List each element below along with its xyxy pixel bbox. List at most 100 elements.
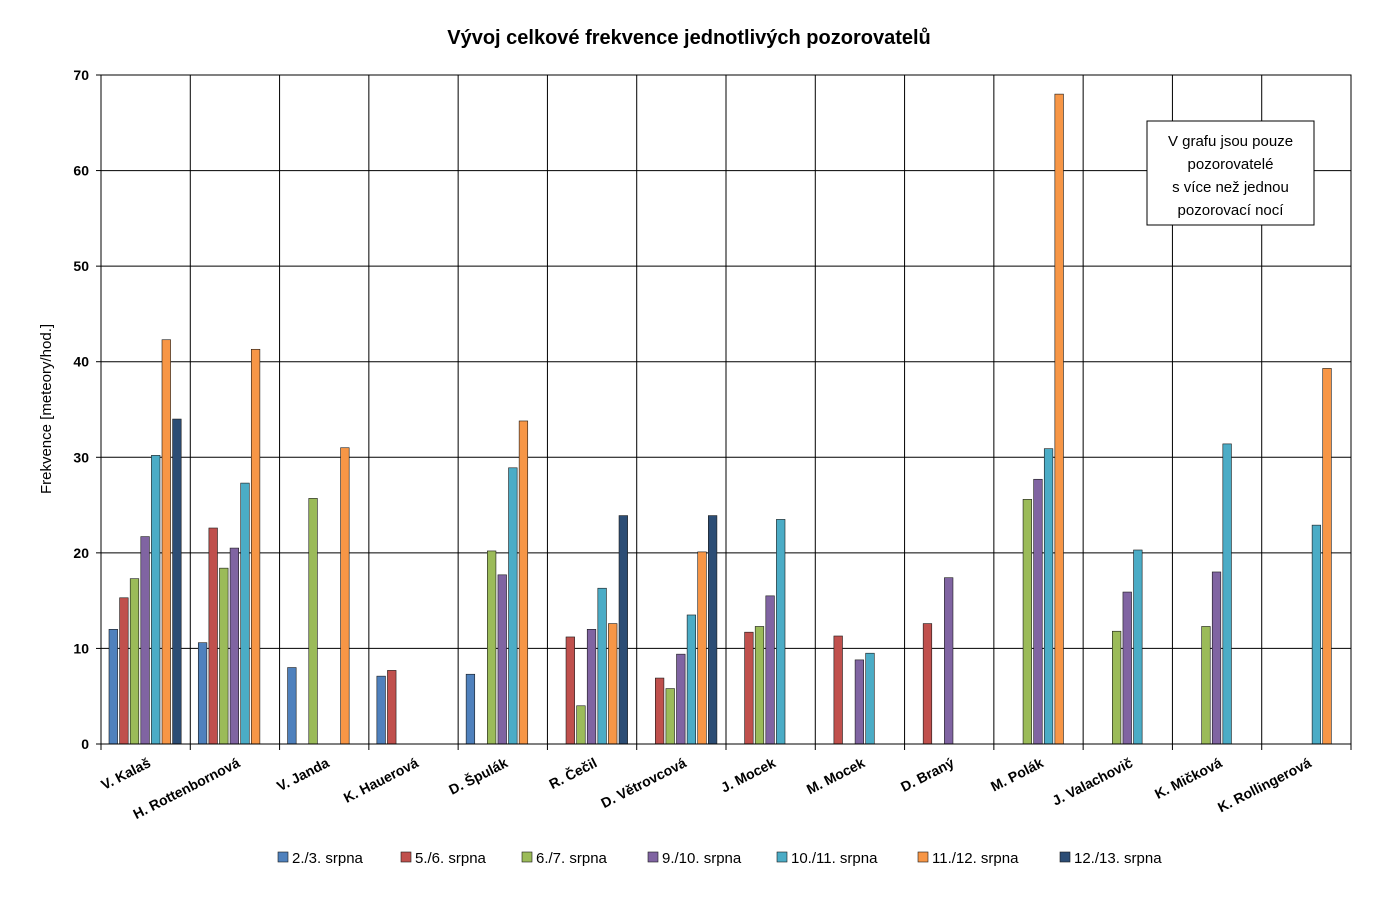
x-tick-label: J. Mocek — [718, 754, 778, 795]
bar — [1122, 591, 1132, 745]
chart-title: Vývoj celkové frekvence jednotlivých poz… — [447, 27, 931, 49]
legend-label: 9./10. srpna — [662, 850, 742, 867]
y-tick-label: 60 — [73, 163, 89, 179]
note-frame — [1146, 120, 1315, 226]
x-tick-label: K. Mičková — [1152, 754, 1225, 802]
legend-swatch — [400, 851, 412, 863]
note-line: pozorovací nocí — [1178, 202, 1285, 219]
bar — [240, 482, 250, 745]
x-tick-label: J. Valachovič — [1050, 754, 1136, 808]
legend-label: 10./11. srpna — [791, 850, 878, 867]
bar — [1043, 448, 1054, 745]
legend-swatch — [1059, 851, 1071, 863]
bar — [776, 519, 786, 745]
bar — [686, 614, 697, 745]
legend-label: 2./3. srpna — [292, 850, 364, 867]
bar — [765, 595, 775, 745]
bar — [129, 578, 140, 745]
y-tick-label: 70 — [73, 67, 89, 83]
legend-label: 11./12. srpna — [932, 850, 1019, 867]
bar — [487, 550, 497, 745]
bar — [1054, 93, 1064, 745]
legend-swatch — [776, 851, 788, 863]
note-box: V grafu jsou pouze pozorovatelé s více než… — [1146, 120, 1315, 226]
x-tick-label: M. Mocek — [804, 754, 868, 797]
bar — [708, 515, 718, 745]
y-tick-label: 50 — [73, 258, 89, 274]
bar — [754, 626, 765, 745]
x-tick-label: V. Janda — [274, 754, 332, 794]
bar — [219, 567, 229, 745]
bar — [340, 447, 350, 745]
bar — [1033, 478, 1043, 745]
bar — [465, 673, 476, 745]
bar — [1211, 571, 1222, 745]
legend: 2./3. srpna 5./6. srpna 6./7. srpna 9./10. … — [277, 850, 1162, 867]
y-tick-label: 30 — [73, 449, 89, 465]
bar — [565, 636, 575, 745]
bar — [597, 587, 607, 745]
bar — [576, 705, 586, 745]
x-tick-label: D. Braný — [898, 754, 957, 794]
x-tick-label: D. Špulák — [446, 753, 511, 797]
legend-swatch — [647, 851, 659, 863]
legend-label: 6./7. srpna — [536, 850, 608, 867]
bar — [518, 420, 529, 745]
x-tick-label: V. Kalaš — [98, 754, 153, 793]
plot-border — [100, 74, 1352, 745]
bar — [608, 623, 618, 745]
bar — [208, 527, 218, 745]
bar — [586, 629, 597, 745]
bar — [151, 455, 161, 745]
bar — [229, 547, 239, 745]
bar — [618, 515, 628, 745]
x-tick-label: K. Hauerová — [341, 754, 421, 805]
y-axis-title: Frekvence [meteory/hod.] — [38, 324, 55, 494]
bar — [944, 577, 954, 745]
bar — [1322, 368, 1332, 745]
bar — [376, 675, 386, 745]
legend-swatch — [917, 851, 929, 863]
y-tick-label: 10 — [73, 640, 89, 656]
y-tick-label: 20 — [73, 545, 89, 561]
bar — [161, 339, 171, 745]
bar — [665, 688, 675, 745]
bar — [197, 642, 208, 745]
legend-label: 5./6. srpna — [415, 850, 487, 867]
x-tick-label: K. Rollingerová — [1215, 754, 1314, 815]
bar — [140, 536, 150, 745]
legend-swatch — [277, 851, 289, 863]
bar — [1311, 524, 1322, 745]
bar — [287, 667, 297, 745]
bar — [922, 623, 933, 745]
bar — [119, 597, 129, 745]
y-tick-label: 40 — [73, 354, 89, 370]
bar — [744, 631, 754, 745]
bar — [172, 418, 182, 745]
bar — [508, 467, 518, 745]
bar — [1022, 499, 1032, 745]
bar — [655, 677, 665, 745]
bar — [108, 629, 118, 745]
bar — [387, 670, 397, 745]
x-tick-label: R. Čečil — [546, 754, 599, 792]
note-line: V grafu jsou pouze — [1168, 133, 1293, 150]
note-line: s více než jednou — [1172, 179, 1289, 196]
bar — [1222, 443, 1232, 745]
bar — [697, 551, 707, 745]
legend-swatch — [521, 851, 533, 863]
note-line: pozorovatelé — [1188, 156, 1274, 173]
bar — [865, 652, 875, 745]
bar — [1133, 549, 1143, 745]
bar — [1112, 630, 1122, 745]
legend-label: 12./13. srpna — [1074, 850, 1162, 867]
bar — [1201, 626, 1211, 745]
x-tick-label: D. Větrovcová — [598, 754, 689, 811]
bar — [854, 659, 864, 745]
bar — [250, 348, 261, 745]
y-tick-label: 0 — [81, 736, 89, 752]
bar — [676, 653, 686, 745]
bar — [308, 498, 318, 745]
